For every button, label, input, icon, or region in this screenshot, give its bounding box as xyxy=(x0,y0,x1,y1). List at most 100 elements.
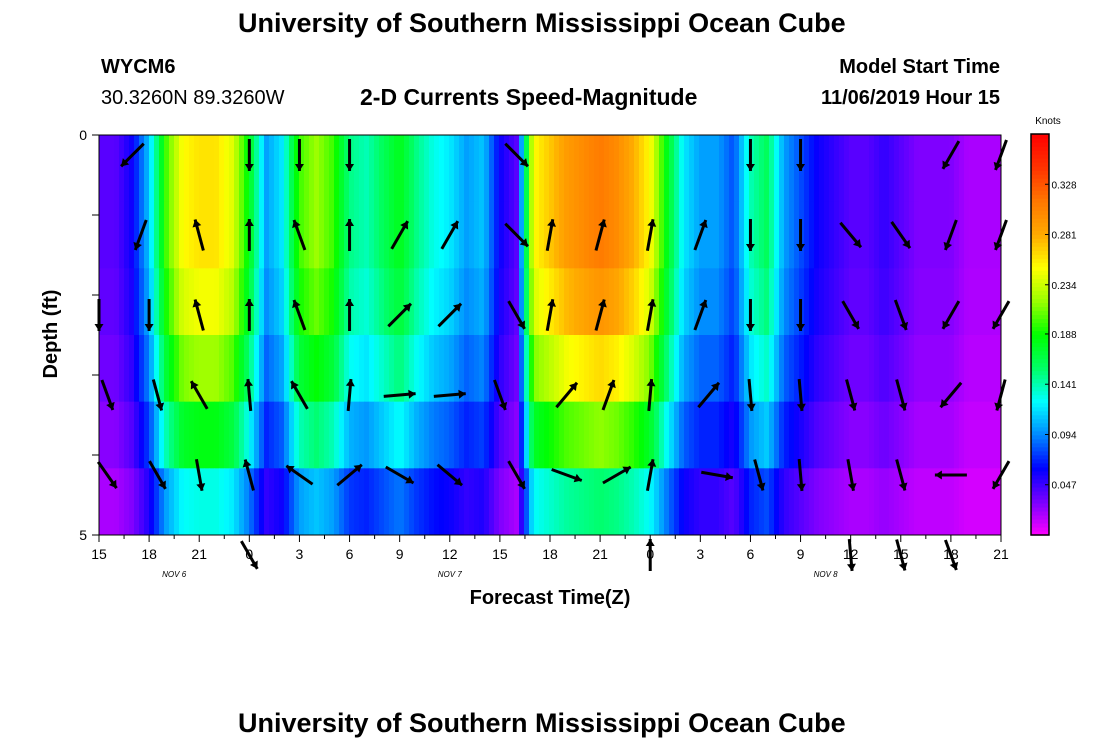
colorbar-segment xyxy=(1031,158,1049,163)
heatmap-cell xyxy=(584,201,590,269)
heatmap-cell xyxy=(364,268,370,336)
colorbar-segment xyxy=(1031,178,1049,183)
heatmap-cell xyxy=(654,401,660,469)
heatmap-cell xyxy=(504,335,510,403)
heatmap-cell xyxy=(889,268,895,336)
heatmap-cell xyxy=(989,268,995,336)
current-vector xyxy=(941,300,961,330)
heatmap-cell xyxy=(424,135,430,203)
colorbar-segment xyxy=(1031,398,1049,404)
current-vector xyxy=(433,389,466,399)
heatmap-cell xyxy=(249,201,255,269)
heatmap-cell xyxy=(714,335,720,403)
heatmap-cell xyxy=(169,268,175,336)
heatmap-cell xyxy=(634,135,640,203)
heatmap-cell xyxy=(969,268,975,336)
colorbar-segment xyxy=(1031,194,1049,199)
heatmap-cell xyxy=(109,335,115,403)
heatmap-cell xyxy=(964,401,970,469)
colorbar-segment xyxy=(1031,486,1049,492)
heatmap-cell xyxy=(339,135,345,203)
heatmap-cell xyxy=(199,335,205,403)
colorbar-segment xyxy=(1031,354,1049,360)
heatmap-cell xyxy=(464,468,470,536)
heatmap-cell xyxy=(664,335,670,403)
colorbar-segment xyxy=(1031,422,1049,428)
heatmap-cell xyxy=(939,401,945,469)
heatmap-cell xyxy=(509,401,515,469)
heatmap-cell xyxy=(344,335,350,403)
heatmap-cell xyxy=(974,268,980,336)
vector-head xyxy=(242,459,252,468)
heatmap-cell xyxy=(224,335,230,403)
heatmap-cell xyxy=(464,268,470,336)
heatmap-cell xyxy=(434,268,440,336)
heatmap-cell xyxy=(854,401,860,469)
colorbar-segment xyxy=(1031,334,1049,340)
heatmap-cell xyxy=(994,468,1000,536)
heatmap-cell xyxy=(419,135,425,203)
heatmap-cell xyxy=(779,468,785,536)
heatmap-cell xyxy=(309,268,315,336)
heatmap-cell xyxy=(99,201,105,269)
heatmap-cell xyxy=(274,268,280,336)
heatmap-cell xyxy=(659,135,665,203)
heatmap-cell xyxy=(744,401,750,469)
heatmap-cell xyxy=(899,335,905,403)
heatmap-cell xyxy=(119,401,125,469)
heatmap-cell xyxy=(559,135,565,203)
colorbar-segment xyxy=(1031,378,1049,384)
heatmap-cell xyxy=(919,335,925,403)
heatmap-cell xyxy=(809,335,815,403)
heatmap-cell xyxy=(219,268,225,336)
colorbar-segment xyxy=(1031,238,1049,243)
heatmap-cell xyxy=(774,201,780,269)
heatmap-cell xyxy=(424,201,430,269)
heatmap-cell xyxy=(789,335,795,403)
heatmap-cell xyxy=(734,335,740,403)
heatmap-cell xyxy=(299,201,305,269)
heatmap-cell xyxy=(939,201,945,269)
heatmap-cell xyxy=(184,335,190,403)
heatmap-cell xyxy=(149,268,155,336)
heatmap-cell xyxy=(449,335,455,403)
vector-head xyxy=(249,560,258,569)
heatmap-cell xyxy=(174,268,180,336)
heatmap-cell xyxy=(674,335,680,403)
heatmap-cell xyxy=(164,401,170,469)
heatmap-cell xyxy=(149,401,155,469)
station-id: WYCM6 xyxy=(101,56,176,78)
heatmap-cell xyxy=(309,135,315,203)
heatmap-cell xyxy=(829,335,835,403)
heatmap-cell xyxy=(764,401,770,469)
heatmap-cell xyxy=(264,335,270,403)
colorbar-segment xyxy=(1031,170,1049,175)
heatmap-cell xyxy=(834,201,840,269)
heatmap-cell xyxy=(314,135,320,203)
heatmap-cell xyxy=(719,468,725,536)
current-vector xyxy=(345,139,355,171)
heatmap-cell xyxy=(344,401,350,469)
heatmap-cell xyxy=(269,401,275,469)
heatmap-cell xyxy=(164,335,170,403)
heatmap-cell xyxy=(929,268,935,336)
current-vector xyxy=(383,389,416,399)
heatmap-cell xyxy=(294,335,300,403)
heatmap-cell xyxy=(594,135,600,203)
model-start-time: 11/06/2019 Hour 15 xyxy=(820,87,1000,109)
heatmap-cell xyxy=(524,268,530,336)
heatmap-cell xyxy=(794,401,800,469)
heatmap-cell xyxy=(134,268,140,336)
heatmap-cell xyxy=(154,335,160,403)
heatmap-cell xyxy=(334,268,340,336)
heatmap-cell xyxy=(134,135,140,203)
heatmap-cell xyxy=(289,201,295,269)
heatmap-cell xyxy=(129,201,135,269)
heatmap-cell xyxy=(999,335,1001,403)
vector-head xyxy=(345,164,355,171)
heatmap-cell xyxy=(729,401,735,469)
colorbar-segment xyxy=(1031,338,1049,344)
date-label: NOV 8 xyxy=(814,570,839,579)
vector-head xyxy=(796,403,806,411)
heatmap-cell xyxy=(424,268,430,336)
